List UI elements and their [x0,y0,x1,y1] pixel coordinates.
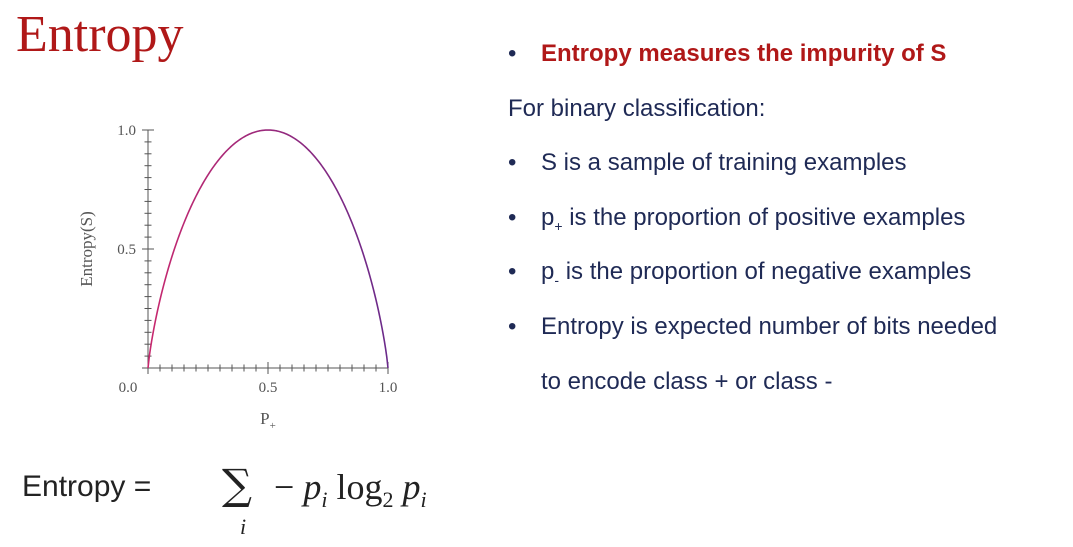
x-axis-label-main: P [260,409,269,428]
bullet-dot: • [508,40,517,67]
p-var: p [303,467,322,507]
formula-body: − pi log2 pi [274,466,427,513]
bullet-dot: • [508,258,517,285]
item-4-text-line2: to encode class + or class - [541,368,833,395]
log-base: 2 [382,487,394,513]
bullet-dot: • [508,204,517,231]
sigma-symbol: ∑ [222,460,252,509]
chart-axes [147,130,388,369]
formula-label: Entropy = [22,470,152,503]
p-index-2: i [420,487,427,513]
item-1-text: S is a sample of training examples [541,149,907,176]
intro-line: For binary classification: [508,95,765,123]
p-var-2: p [402,467,421,507]
entropy-chart: 0.0 0.5 1.0 1.0 0.5 P+ Entropy(S) [77,123,398,432]
log-fn: log [336,467,383,507]
x-tick-label-1.0: 1.0 [379,380,398,396]
item-3-text: p- is the proportion of negative example… [541,258,971,288]
intro-text: For binary classification: [508,95,766,122]
item-2-body: is the proportion of positive examples [562,204,966,231]
origin-tick-label: 0.0 [119,380,138,396]
bullet-dot: • [508,149,517,176]
y-tick-label-0.5: 0.5 [117,242,136,258]
p-minus-symbol: p [541,258,555,285]
y-axis-label: Entropy(S) [77,211,96,287]
entropy-formula: Entropy = ∑ − pi log2 pi i [22,460,502,540]
x-tick-label-0.5: 0.5 [259,380,278,396]
x-axis-label-sub: + [270,420,276,432]
p-plus-subscript: + [554,217,563,234]
p-index: i [321,487,328,513]
bullet-item-4-continuation: to encode class + or class - [541,368,832,396]
entropy-curve [147,129,389,369]
minus-sign: − [274,467,295,507]
item-4-text-line1: Entropy is expected number of bits neede… [541,313,998,340]
x-axis-label: P+ [260,409,276,432]
bullet-dot: • [508,313,517,340]
y-tick-label-1.0: 1.0 [117,123,136,139]
headline-text: Entropy measures the impurity of S [541,40,947,67]
p-minus-subscript: - [554,271,560,288]
p-plus-symbol: p [541,204,555,231]
item-2-text: p+ is the proportion of positive example… [541,204,965,234]
item-3-body: is the proportion of negative examples [559,258,972,285]
sum-index: i [240,514,247,539]
slide-title: Entropy [16,6,184,63]
chart-ticks [142,129,389,374]
